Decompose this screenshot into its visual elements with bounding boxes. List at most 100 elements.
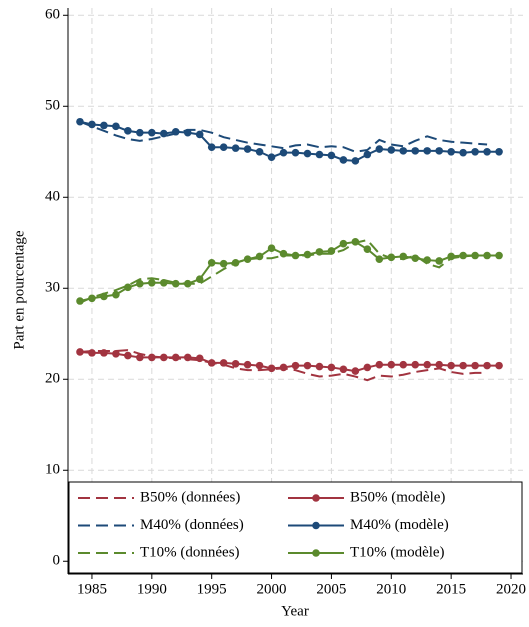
x-tick-label: 2010	[376, 581, 406, 597]
data-point	[495, 147, 503, 156]
data-point	[315, 362, 324, 371]
data-point	[195, 275, 204, 283]
data-point	[459, 251, 467, 260]
x-tick-label: 2020	[496, 581, 526, 597]
data-point	[411, 147, 420, 155]
x-tick-label: 2000	[257, 581, 287, 597]
data-point	[315, 248, 324, 256]
data-point	[243, 145, 252, 153]
data-point	[231, 144, 240, 152]
data-point	[279, 148, 288, 157]
data-point	[339, 156, 348, 164]
data-point	[303, 361, 312, 370]
data-point	[231, 359, 240, 368]
data-point	[435, 360, 443, 369]
data-point	[207, 143, 216, 152]
data-point	[315, 150, 324, 159]
data-point	[159, 353, 168, 362]
legend-label: B50% (modèle)	[350, 489, 445, 505]
data-point	[171, 279, 180, 288]
data-point	[303, 149, 312, 158]
data-point	[291, 361, 300, 370]
data-point	[255, 252, 264, 261]
data-point	[267, 364, 276, 373]
data-point	[159, 279, 168, 287]
data-point	[243, 255, 252, 263]
legend-label: M40% (données)	[140, 517, 244, 533]
data-point	[375, 360, 384, 369]
series-line	[79, 240, 500, 302]
data-point	[339, 239, 348, 248]
y-tick-label: 40	[45, 189, 60, 205]
data-point	[231, 258, 240, 267]
data-point	[148, 279, 156, 287]
data-point	[447, 147, 455, 156]
data-point	[183, 353, 192, 362]
data-point	[136, 353, 144, 362]
data-point	[483, 147, 491, 156]
data-point	[399, 252, 408, 261]
data-point	[183, 128, 192, 137]
data-point	[88, 120, 96, 129]
data-point	[291, 251, 300, 260]
data-point	[327, 151, 336, 160]
y-tick-label: 60	[45, 7, 60, 23]
data-point	[112, 349, 120, 358]
data-point	[136, 279, 144, 288]
data-point	[495, 361, 503, 370]
data-point	[183, 279, 192, 288]
data-point	[423, 256, 432, 264]
data-point	[195, 130, 204, 139]
data-point	[351, 238, 360, 246]
data-point	[267, 244, 276, 253]
y-tick-label: 50	[45, 98, 60, 114]
data-point	[124, 283, 132, 292]
legend-marker	[312, 521, 320, 530]
data-point	[171, 353, 180, 362]
data-point	[112, 122, 120, 131]
data-point	[243, 360, 252, 369]
data-point	[435, 257, 443, 265]
data-point	[171, 127, 180, 136]
data-point	[411, 254, 420, 263]
data-point	[339, 365, 348, 374]
legend-marker	[312, 549, 320, 557]
data-point	[447, 361, 455, 370]
data-point	[255, 147, 264, 156]
y-axis-label: Part en pourcentage	[11, 230, 27, 349]
data-point	[423, 147, 432, 155]
data-point	[447, 252, 455, 261]
data-point	[219, 143, 228, 152]
data-point	[435, 147, 443, 155]
data-point	[88, 294, 96, 303]
data-point	[279, 249, 288, 258]
data-point	[471, 251, 479, 260]
data-point	[88, 349, 96, 357]
y-tick-label: 10	[45, 462, 60, 478]
data-point	[112, 290, 120, 299]
data-point	[255, 361, 264, 370]
x-tick-label: 1985	[77, 581, 107, 597]
data-point	[411, 360, 420, 369]
x-axis-label: Year	[281, 603, 309, 619]
legend-label: B50% (données)	[140, 489, 240, 505]
data-point	[399, 360, 408, 369]
series-line	[79, 238, 488, 304]
data-point	[100, 292, 108, 301]
data-point	[219, 359, 228, 367]
data-point	[351, 367, 360, 375]
data-point	[387, 360, 396, 369]
legend-label: T10% (modèle)	[350, 544, 445, 560]
data-point	[207, 359, 216, 367]
x-tick-label: 2005	[316, 581, 346, 597]
data-point	[100, 349, 108, 357]
y-tick-label: 30	[45, 280, 60, 296]
legend-label: M40% (modèle)	[350, 517, 449, 533]
y-tick-label: 0	[53, 553, 61, 569]
data-point	[471, 147, 479, 156]
legend-box	[68, 481, 523, 574]
data-point	[267, 153, 276, 162]
data-point	[375, 255, 384, 263]
data-point	[387, 146, 396, 154]
